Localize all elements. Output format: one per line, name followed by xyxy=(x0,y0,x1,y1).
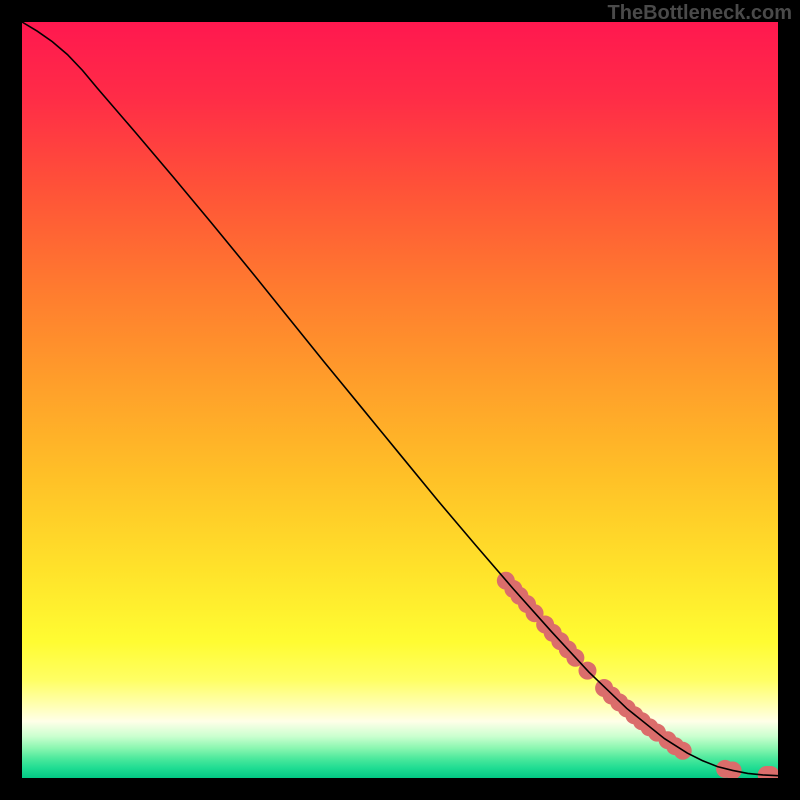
watermark-text: TheBottleneck.com xyxy=(608,2,792,25)
data-markers xyxy=(497,572,778,778)
chart-plot-area xyxy=(22,22,778,778)
curve-line xyxy=(22,22,778,776)
curve-overlay xyxy=(22,22,778,778)
